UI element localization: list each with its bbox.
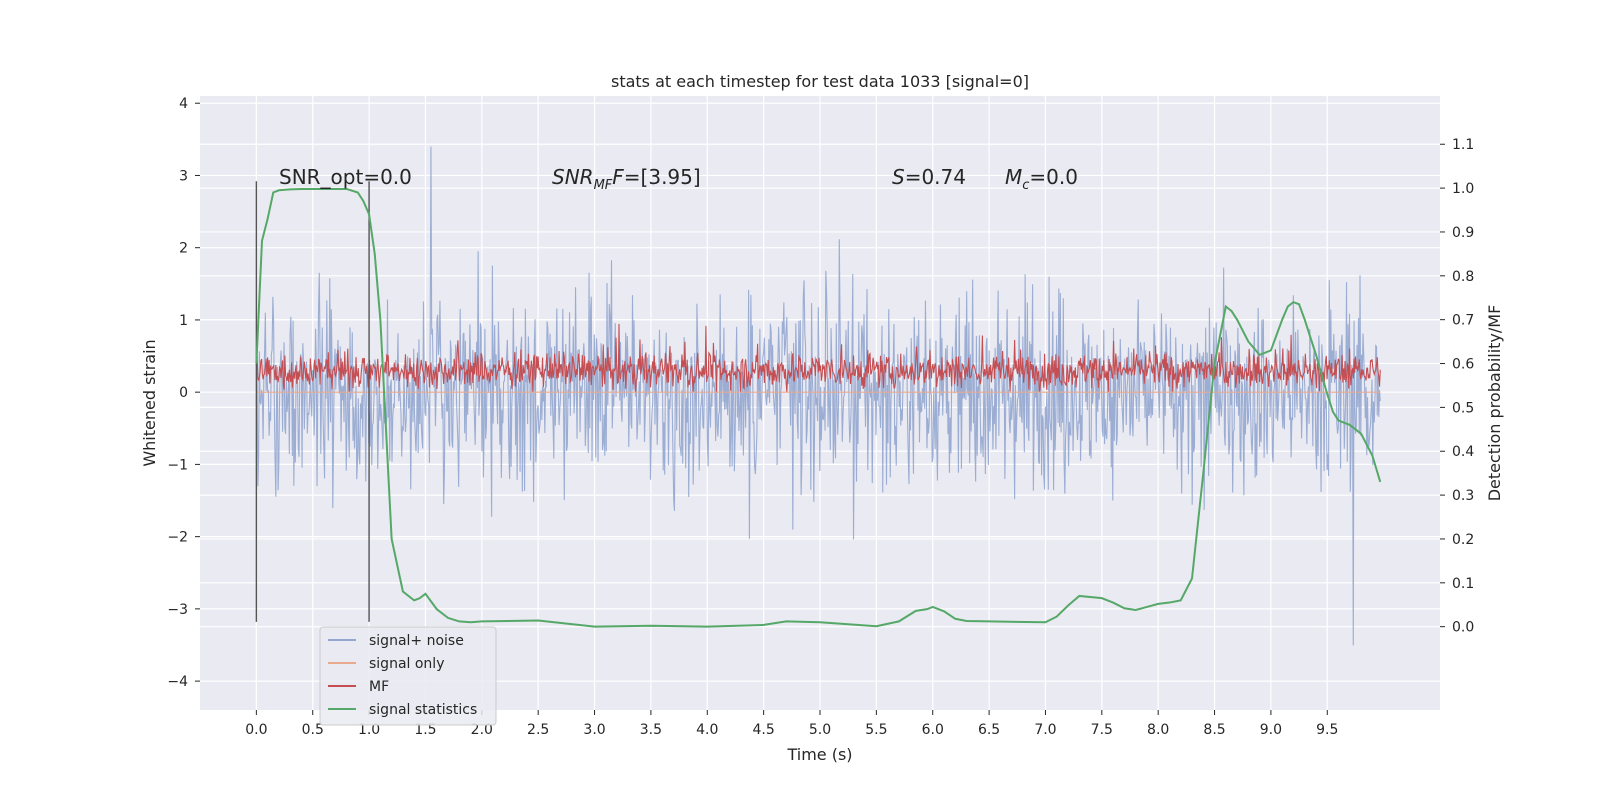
annotation-snr-mf-base: SNR: [552, 165, 594, 189]
y-tick-label: −1: [167, 457, 188, 473]
x-tick-label: 8.5: [1203, 722, 1225, 738]
x-tick-label: 0.0: [245, 722, 267, 738]
chart-title: stats at each timestep for test data 103…: [611, 72, 1029, 91]
x-tick-label: 5.0: [809, 722, 831, 738]
x-tick-label: 1.0: [358, 722, 380, 738]
signal-noise-series: [255, 146, 1381, 646]
annotation-snr-mf-sub: MF: [594, 178, 613, 193]
y-tick-label: −3: [167, 602, 188, 618]
annotation-snr-mf-f: F: [612, 165, 624, 189]
x-tick-label: 9.0: [1260, 722, 1282, 738]
signal-noise-line: [255, 146, 1381, 646]
y-tick-label: 0: [179, 385, 188, 401]
y2-tick-label: 1.0: [1452, 181, 1474, 197]
x-tick-label: 3.0: [583, 722, 605, 738]
y-tick-label: 4: [179, 96, 188, 112]
x-tick-label: 2.5: [527, 722, 549, 738]
legend-box: [319, 626, 497, 726]
y2-tick-label: 0.7: [1452, 313, 1474, 329]
tick-labels: 0.0 0.5 1.0 1.5 2.0 2.5 3.0 3.5 4.0 4.5 5.0 5.5 6.0 6…: [167, 96, 1474, 738]
legend-label-mf: MF: [369, 679, 389, 695]
y-tick-label: 1: [179, 313, 188, 329]
y-tick-label: 2: [179, 241, 188, 257]
y2-tick-label: 0.9: [1452, 225, 1474, 241]
legend: signal+ noise signal only MF signal stat…: [319, 626, 497, 726]
x-tick-label: 4.0: [696, 722, 718, 738]
x-axis-label: Time (s): [786, 745, 852, 764]
y2-tick-label: 0.2: [1452, 532, 1474, 548]
x-tick-label: 6.5: [978, 722, 1000, 738]
y2-tick-label: 0.6: [1452, 357, 1474, 373]
x-tick-label: 3.5: [640, 722, 662, 738]
legend-label-stats: signal statistics: [369, 702, 477, 718]
x-tick-label: 1.5: [414, 722, 436, 738]
y-tick-label: −2: [167, 530, 188, 546]
signal-statistics-line: [255, 187, 1382, 628]
y2-tick-label: 0.1: [1452, 576, 1474, 592]
annotation-snr-mf-tail: =[3.95]: [624, 165, 701, 189]
y2-tick-label: 0.4: [1452, 444, 1474, 460]
y-tick-label: 3: [179, 168, 188, 184]
annotation-s: S=0.74: [892, 165, 966, 189]
y-axis-label: Whitened strain: [140, 339, 159, 466]
x-tick-label: 8.0: [1147, 722, 1169, 738]
x-tick-label: 9.5: [1316, 722, 1338, 738]
x-tick-label: 4.5: [753, 722, 775, 738]
annotation-snr-mf: SNRMFF=[3.95]: [552, 165, 701, 193]
grid: [200, 96, 1440, 710]
annotation-snr-opt: SNR_opt=0.0: [279, 165, 412, 189]
x-tick-label: 2.0: [471, 722, 493, 738]
annotation-mc-val: =0.0: [1029, 165, 1078, 189]
y2-tick-label: 0.5: [1452, 400, 1474, 416]
y2-tick-label: 1.1: [1452, 137, 1474, 153]
x-tick-label: 6.0: [922, 722, 944, 738]
y-tick-label: −4: [167, 674, 188, 690]
y2-tick-label: 0.0: [1452, 620, 1474, 636]
vertical-markers: [255, 181, 370, 622]
annotation-mc: Mc=0.0: [1005, 165, 1078, 193]
annotation-mc-sub: c: [1022, 178, 1029, 193]
x-tick-label: 5.5: [865, 722, 887, 738]
annotation-mc-var: M: [1005, 165, 1022, 189]
y2-axis-label: Detection probability/MF: [1485, 305, 1504, 502]
x-tick-label: 7.5: [1091, 722, 1113, 738]
y2-tick-label: 0.8: [1452, 269, 1474, 285]
mf-series: [255, 323, 1381, 393]
annotation-s-val: =0.74: [905, 165, 966, 189]
annotation-s-var: S: [892, 165, 905, 189]
legend-label-noise: signal+ noise: [369, 633, 464, 649]
x-tick-label: 0.5: [302, 722, 324, 738]
x-tick-label: 7.0: [1034, 722, 1056, 738]
legend-label-signal-only: signal only: [369, 656, 444, 672]
signal-statistics-series: [255, 187, 1382, 628]
mf-line: [255, 323, 1381, 393]
y2-tick-label: 0.3: [1452, 488, 1474, 504]
